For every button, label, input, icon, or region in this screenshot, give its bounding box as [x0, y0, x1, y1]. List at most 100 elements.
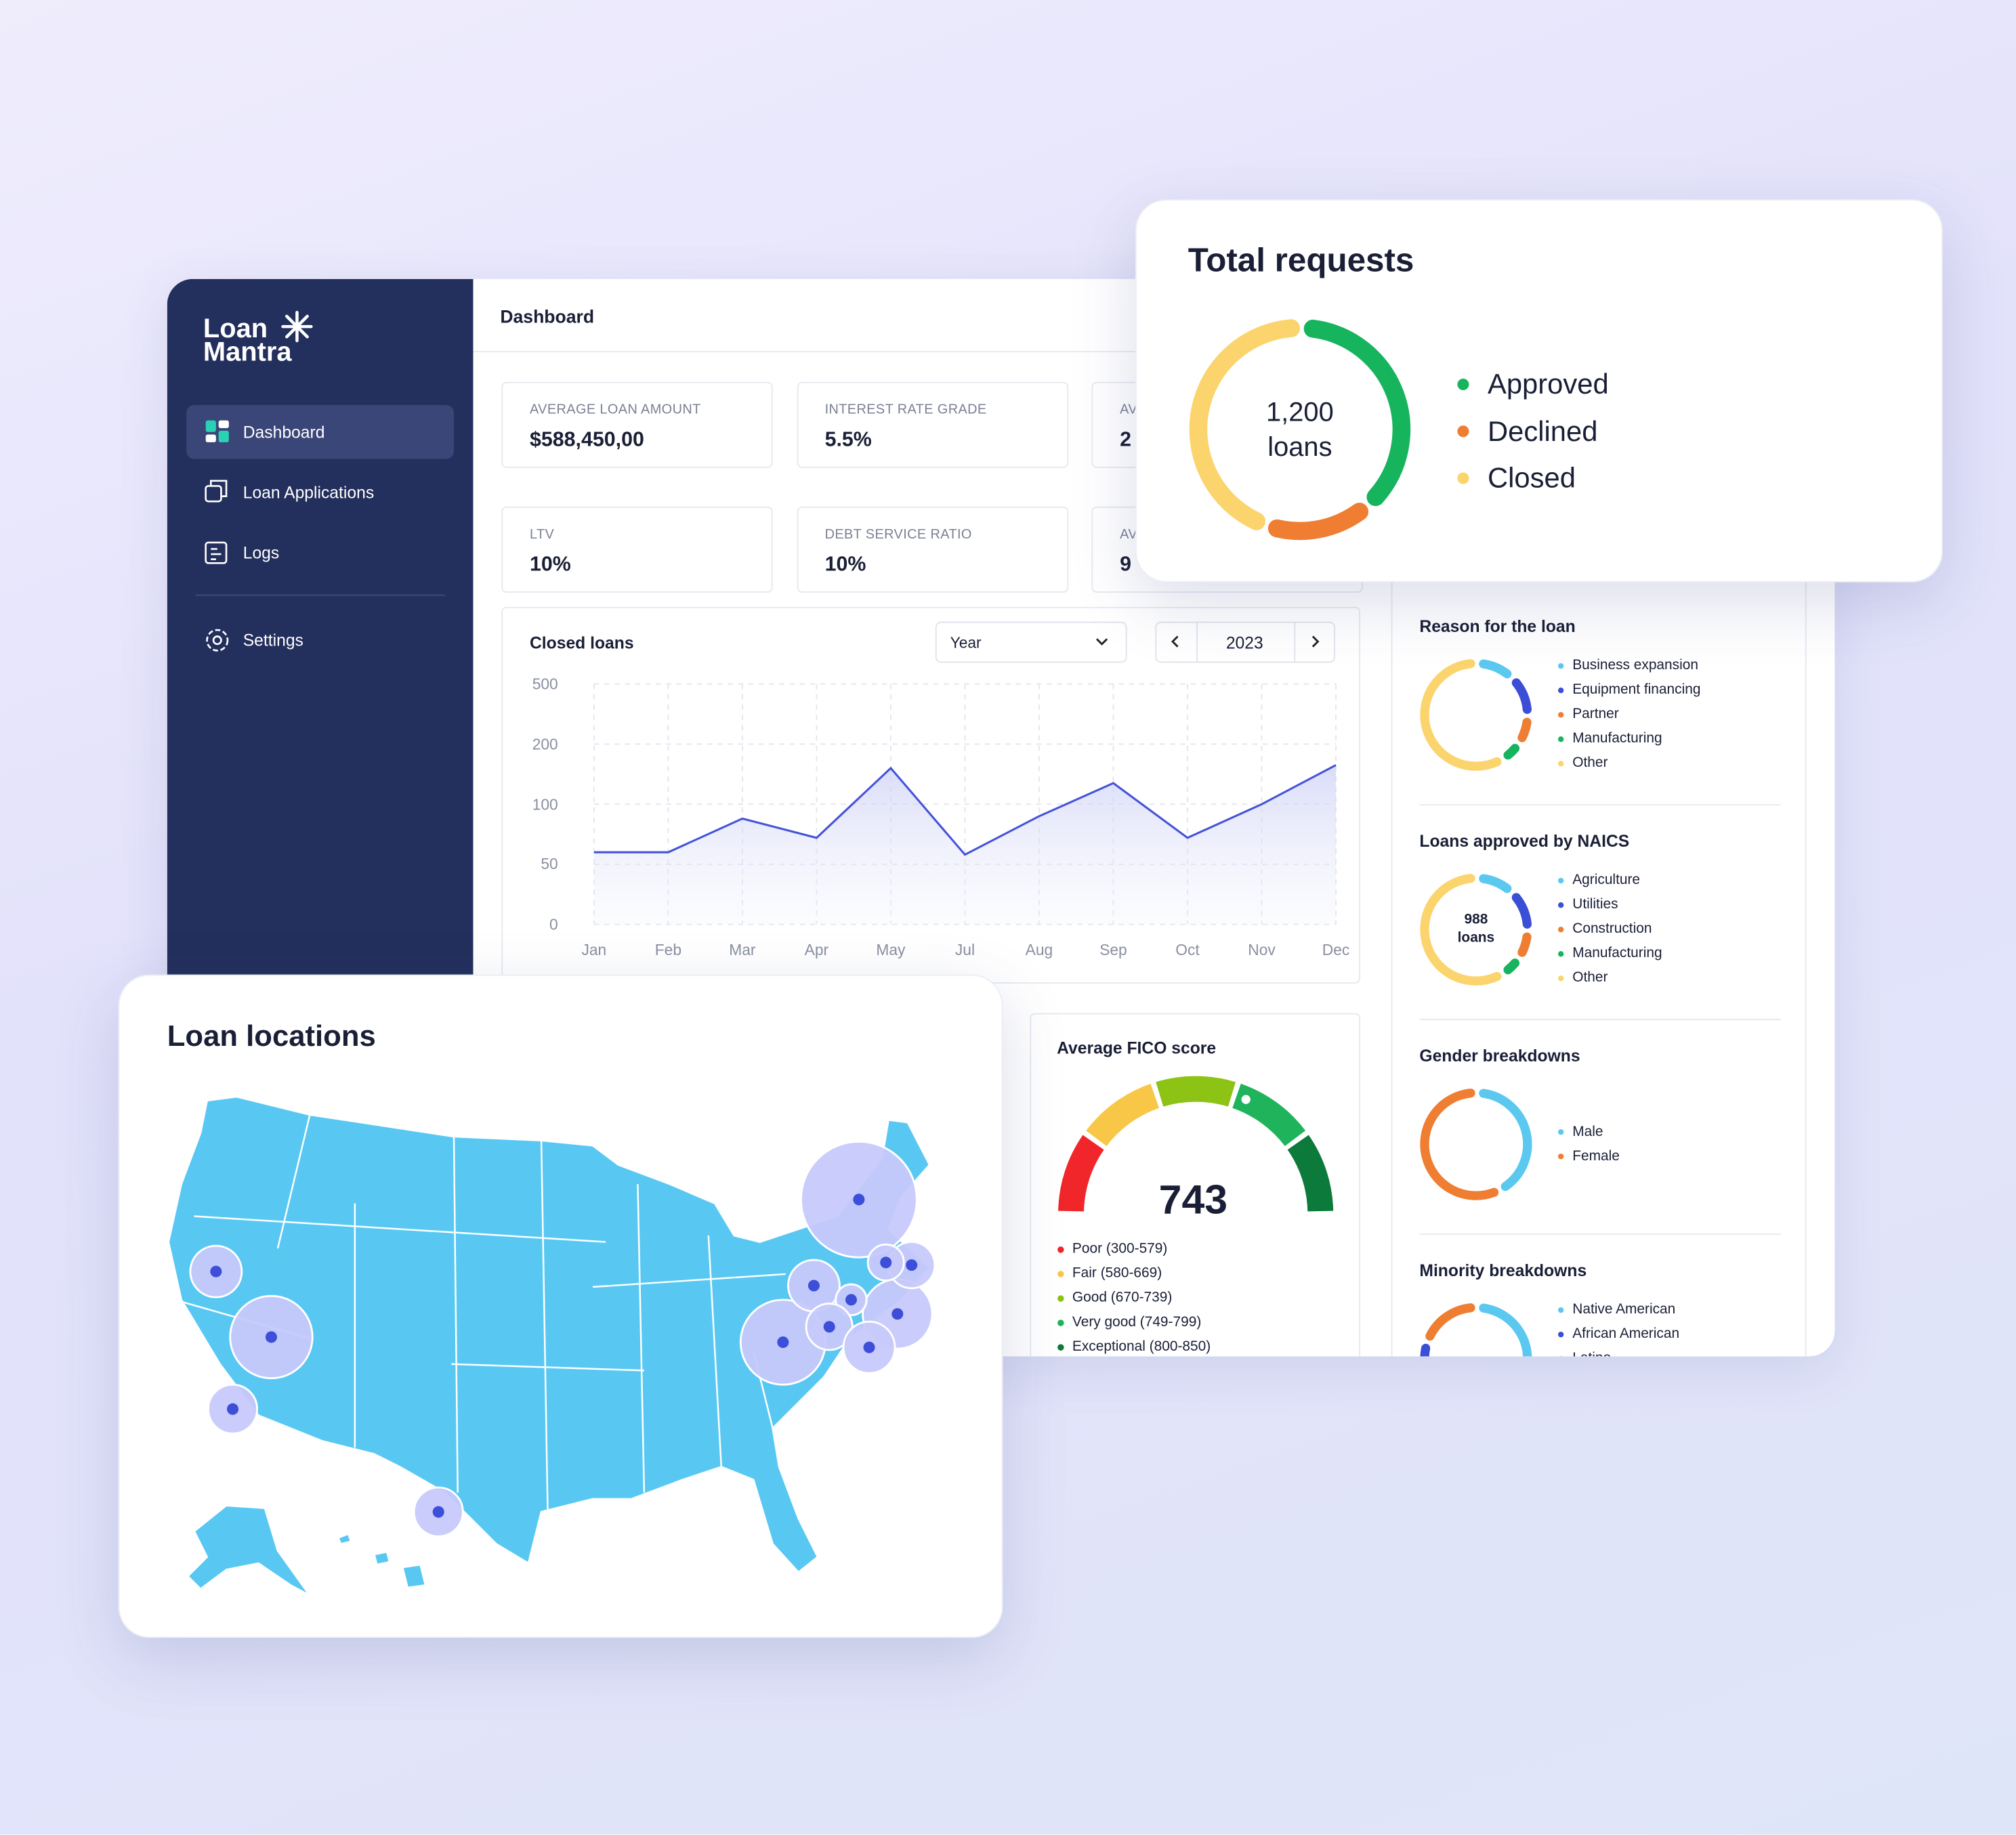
- x-tick-label: Sep: [1099, 941, 1127, 959]
- legend-dot: [1057, 1344, 1064, 1351]
- donut-center: loans: [1267, 432, 1332, 463]
- legend-label: Fair (580-669): [1072, 1265, 1162, 1282]
- gauge-segment: [1086, 1083, 1160, 1147]
- x-tick-label: Aug: [1025, 941, 1053, 959]
- legend-label: Approved: [1487, 367, 1609, 400]
- kpi-value: 9: [1120, 554, 1132, 576]
- legend-dot: [1457, 378, 1469, 391]
- legend-dot: [1557, 662, 1564, 669]
- legend-label: Partner: [1572, 706, 1619, 722]
- panel-title: Reason for the loan: [1419, 616, 1576, 636]
- select-value[interactable]: Year: [950, 633, 982, 652]
- donut-segment: [1420, 659, 1502, 771]
- location-dot: [226, 1403, 239, 1415]
- x-tick-label: Mar: [729, 941, 756, 959]
- legend-dot: [1457, 472, 1469, 484]
- legend-label: Other: [1572, 970, 1608, 986]
- nav-item[interactable]: Dashboard: [243, 422, 325, 442]
- donut-segment: [1420, 1343, 1431, 1357]
- legend-dot: [1057, 1320, 1064, 1326]
- y-tick-label: 0: [549, 915, 558, 933]
- location-dot: [853, 1194, 865, 1206]
- x-tick-label: Nov: [1248, 941, 1276, 959]
- donut-segment: [1503, 958, 1520, 975]
- prev-arrow: [1171, 635, 1179, 648]
- kpi-value: 10%: [824, 554, 866, 576]
- kpi-label: AV: [1120, 402, 1138, 418]
- closed-loans-chart: [593, 621, 1337, 925]
- panel-title: Minority breakdowns: [1419, 1260, 1587, 1280]
- y-tick-label: 100: [532, 795, 558, 814]
- logo-text: Loan: [203, 314, 268, 344]
- donut-segment: [1511, 893, 1532, 929]
- location-dot: [906, 1259, 918, 1271]
- closed-loans-panel: Closed loans Year 2023 0 50 100 200 500 Jan Feb Ma…: [501, 606, 1361, 984]
- legend-label: Good (670-739): [1072, 1290, 1173, 1306]
- hawaii: [337, 1532, 352, 1545]
- select-box: [935, 621, 1127, 663]
- logo-icon: [281, 310, 313, 343]
- legend-label: Business expansion: [1572, 657, 1698, 673]
- state-border: [637, 1184, 646, 1493]
- legend-dot: [1557, 1129, 1564, 1135]
- gauge-segment: [1287, 1135, 1334, 1212]
- donut-segment: [1479, 874, 1512, 893]
- x-tick-label: Feb: [654, 941, 681, 959]
- legend-label: Closed: [1487, 461, 1576, 494]
- donut-segment: [1425, 1303, 1475, 1341]
- donut-segment: [1420, 1089, 1499, 1200]
- x-tick-label: Oct: [1175, 941, 1200, 959]
- y-tick-label: 200: [532, 735, 558, 753]
- x-tick-label: Jul: [954, 941, 975, 959]
- legend-dot: [1557, 761, 1564, 767]
- legend-label: Construction: [1572, 921, 1652, 937]
- nav-item[interactable]: Logs: [243, 543, 280, 563]
- breakdowns-panel: Reason for the loan Business expansion Equ…: [1391, 566, 1807, 1357]
- nav-item[interactable]: Loan Applications: [243, 482, 375, 503]
- legend-label: Agriculture: [1572, 872, 1641, 888]
- legend-dot: [1557, 1307, 1564, 1313]
- map-layer: [167, 1095, 936, 1597]
- kpi-card: AVERAGE LOAN AMOUNT $588,450,00: [501, 381, 773, 468]
- donut-center: loans: [1457, 930, 1495, 946]
- legend-label: Declined: [1487, 415, 1598, 447]
- year: 2023: [1225, 633, 1263, 653]
- state-border: [194, 1215, 606, 1243]
- kpi-label: AV: [1120, 526, 1138, 543]
- state-border: [451, 1363, 644, 1372]
- location-dot: [265, 1331, 278, 1343]
- panel-title: Average FICO score: [1057, 1038, 1217, 1058]
- legend-label: Other: [1572, 755, 1608, 771]
- nav-item[interactable]: Settings: [243, 630, 303, 650]
- location-dot: [891, 1308, 904, 1320]
- legend-dot: [1557, 975, 1564, 982]
- legend-dot: [1557, 712, 1564, 718]
- legend-label: Latino: [1572, 1351, 1611, 1357]
- card-title: Loan locations: [167, 1019, 376, 1053]
- chevron: [1095, 638, 1108, 646]
- legend-label: Manufacturing: [1572, 731, 1662, 746]
- x-tick-label: Apr: [804, 941, 829, 959]
- legend-label: Male: [1572, 1123, 1603, 1139]
- kpi-value: 10%: [529, 554, 571, 576]
- legend-dot: [1557, 1154, 1564, 1160]
- alaska: [186, 1504, 311, 1597]
- kpi-value: 2: [1120, 429, 1132, 452]
- state-border: [707, 1235, 723, 1467]
- card-title: Total requests: [1188, 240, 1414, 279]
- settings-icon: [206, 629, 229, 652]
- legend-dot: [1057, 1271, 1064, 1278]
- y-tick-label: 50: [541, 855, 558, 874]
- us-map: [167, 1095, 936, 1597]
- legend-label: Manufacturing: [1572, 945, 1662, 961]
- kpi-card: DEBT SERVICE RATIO 10%: [796, 506, 1068, 593]
- location-dot: [777, 1336, 789, 1349]
- legend-label: Native American: [1572, 1301, 1676, 1317]
- location-dot: [880, 1257, 892, 1269]
- logs-icon: [205, 541, 228, 564]
- donut-segment: [1517, 932, 1532, 957]
- state-border: [540, 1140, 549, 1513]
- legend-dot: [1557, 902, 1564, 908]
- kpi-label: DEBT SERVICE RATIO: [824, 526, 972, 543]
